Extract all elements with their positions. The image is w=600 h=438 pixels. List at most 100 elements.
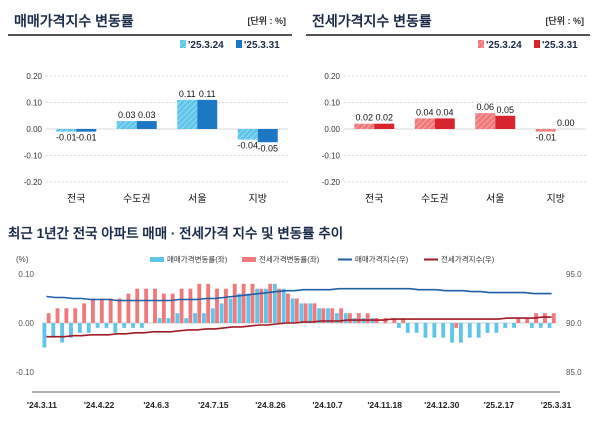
jeonse-bar xyxy=(475,113,496,129)
trend-jeonse-bar xyxy=(223,288,228,323)
jeonse-bar xyxy=(414,118,435,129)
sale-legend-label: '25.3.31 xyxy=(244,40,280,51)
trend-sale-bar xyxy=(175,313,180,323)
sale-value-label: -0.04 xyxy=(237,141,258,151)
jeonse-ytick-label: 0.10 xyxy=(324,99,340,108)
sale-bar xyxy=(76,129,97,132)
sale-change-panel: 매매가격지수 변동률 [단위 : %] '25.3.24 '25.3.31 0.20… xyxy=(8,6,292,206)
sale-category-label: 지방 xyxy=(249,193,267,205)
trend-right-tick: 85.0 xyxy=(566,368,582,377)
trend-sale-bar xyxy=(202,313,206,323)
trend-sale-index-line xyxy=(46,287,552,302)
trend-sale-bar xyxy=(42,323,47,348)
sale-value-label: 0.03 xyxy=(118,110,136,120)
trend-jeonse-bar xyxy=(197,283,202,323)
trend-jeonse-index-line xyxy=(46,316,552,338)
trend-sale-bar xyxy=(414,323,419,333)
trend-jeonse-bar xyxy=(117,298,122,323)
trend-sale-bar xyxy=(272,283,277,323)
trend-x-tick-label: '24.7.15 xyxy=(198,400,229,410)
jeonse-value-label: 0.05 xyxy=(496,105,514,115)
trend-sale-bar xyxy=(503,323,508,328)
trend-jeonse-bar xyxy=(516,318,521,323)
trend-x-tick-label: '24.12.30 xyxy=(424,400,459,410)
trend-sale-bar xyxy=(290,298,295,323)
sale-bar xyxy=(56,129,77,132)
trend-sale-bar xyxy=(308,303,313,323)
trend-sale-bar xyxy=(166,318,171,323)
trend-sale-bar xyxy=(219,303,224,323)
trend-x-tick-label: '24.3.11 xyxy=(27,400,57,410)
trend-jeonse-bar xyxy=(303,303,308,323)
trend-section-title: 최근 1년간 전국 아파트 매매 · 전세가격 지수 및 변동률 추이 xyxy=(8,226,344,241)
trend-jeonse-bar xyxy=(250,283,255,323)
trend-jeonse-bar xyxy=(356,313,361,323)
trend-sale-bar xyxy=(104,323,109,328)
trend-sale-bar xyxy=(210,308,215,323)
trend-jeonse-bar xyxy=(543,313,547,323)
sale-ytick-label: -0.20 xyxy=(24,178,43,187)
jeonse-change-bar-chart: '25.3.24 '25.3.31 0.20 0.10 0.00 -0.10 -0.20 0.… xyxy=(322,40,586,205)
trend-jeonse-bar xyxy=(392,318,397,323)
trend-jeonse-bar xyxy=(259,288,264,323)
sale-value-label: 0.03 xyxy=(138,110,156,120)
trend-right-tick: 95.0 xyxy=(566,270,582,279)
trend-jeonse-bar xyxy=(46,313,51,323)
trend-sale-bar xyxy=(95,323,100,328)
trend-jeonse-bar xyxy=(277,288,281,323)
trend-sale-bar xyxy=(246,293,251,323)
trend-x-tick-label: '25.2.17 xyxy=(484,400,515,410)
trend-sale-bar xyxy=(334,313,339,323)
trend-jeonse-bar xyxy=(153,288,157,323)
sale-panel-header: 매매가격지수 변동률 [단위 : %] xyxy=(8,6,292,36)
trend-x-tick-label: '24.10.7 xyxy=(312,400,343,410)
trend-legend-label: 전세가격지수(우) xyxy=(441,254,495,264)
trend-sale-bar xyxy=(317,308,322,323)
jeonse-legend-swatch xyxy=(478,40,484,48)
trend-sale-bar xyxy=(122,323,127,328)
trend-jeonse-bar xyxy=(215,288,219,323)
sale-ytick-label: 0.00 xyxy=(26,125,42,134)
sale-bar xyxy=(177,99,198,129)
jeonse-bar xyxy=(374,123,395,129)
trend-sale-bar xyxy=(423,323,428,338)
jeonse-bar xyxy=(535,129,556,132)
trend-jeonse-bar xyxy=(241,283,246,323)
trend-jeonse-bar xyxy=(188,288,193,323)
trend-y-axis-unit: (%) xyxy=(16,255,29,264)
jeonse-panel-header: 전세가격지수 변동률 [단위 : %] xyxy=(306,6,590,36)
trend-x-tick-label: '24.6.3 xyxy=(143,400,169,410)
sale-bar xyxy=(257,129,278,143)
trend-sale-bar xyxy=(450,323,454,343)
sale-category-label: 수도권 xyxy=(123,193,151,205)
jeonse-bar xyxy=(434,118,455,129)
jeonse-value-label: 0.04 xyxy=(436,107,454,117)
trend-sale-bar xyxy=(237,293,242,323)
trend-sale-bar xyxy=(131,323,135,328)
trend-x-tick-label: '24.8.26 xyxy=(255,400,286,410)
trend-sale-bar xyxy=(86,323,91,333)
trend-sale-bar xyxy=(476,323,481,338)
trend-jeonse-bar xyxy=(365,313,370,323)
trend-jeonse-bar xyxy=(73,308,78,323)
sale-category-label: 서울 xyxy=(188,193,206,205)
trend-sale-bar xyxy=(69,323,73,338)
jeonse-category-label: 수도권 xyxy=(421,193,449,205)
trend-jeonse-bar xyxy=(55,308,60,323)
sale-bar xyxy=(136,121,157,129)
trend-right-tick: 90.0 xyxy=(566,319,582,328)
trend-sale-bar xyxy=(538,323,543,328)
trend-sale-bar xyxy=(157,318,162,323)
trend-sale-bar xyxy=(60,323,65,343)
sale-bar xyxy=(237,129,258,140)
jeonse-value-label: 0.06 xyxy=(476,102,494,112)
jeonse-legend-swatch xyxy=(534,40,540,48)
trend-sale-bar xyxy=(184,318,189,323)
jeonse-ytick-label: 0.20 xyxy=(324,72,340,81)
trend-jeonse-bar xyxy=(330,308,335,323)
trend-x-tick-label: '24.4.22 xyxy=(84,400,115,410)
trend-jeonse-bar xyxy=(286,293,290,323)
sale-panel-title: 매매가격지수 변동률 xyxy=(14,13,134,29)
sale-value-label: -0.01 xyxy=(76,133,97,143)
jeonse-value-label: -0.01 xyxy=(535,133,556,143)
